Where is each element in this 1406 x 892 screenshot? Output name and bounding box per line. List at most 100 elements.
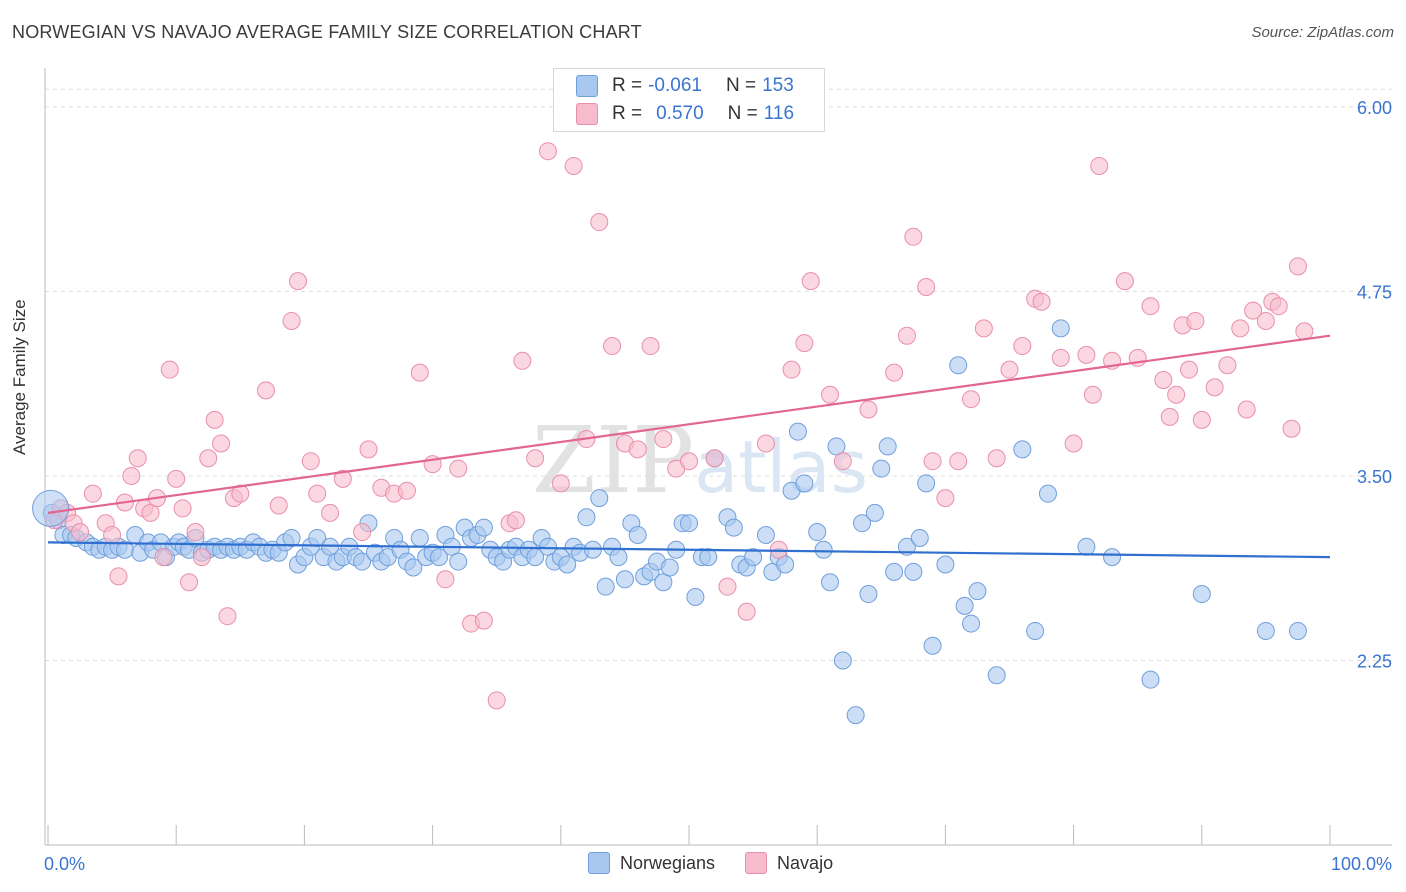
norwegian-point (987, 666, 1006, 685)
norwegian-point (1026, 621, 1045, 640)
navajo-point (1077, 345, 1096, 364)
norwegian-point (1051, 319, 1070, 338)
norwegian-point (577, 508, 596, 527)
navajo-point (231, 484, 250, 503)
navajo-point (1231, 319, 1250, 338)
norwegian-point (609, 548, 628, 567)
navajo-point (308, 484, 327, 503)
norwegian-point (885, 562, 904, 581)
norwegian-point (968, 582, 987, 601)
navajo-point (737, 602, 756, 621)
norwegian-point (917, 474, 936, 493)
norwegian-point (680, 514, 698, 533)
blue-swatch (588, 852, 610, 874)
navajo-point (1205, 378, 1224, 397)
norwegian-point (897, 537, 916, 556)
navajo-point (538, 142, 557, 161)
norwegian-point (1192, 585, 1211, 604)
navajo-point (1192, 410, 1211, 429)
norwegian-point (788, 422, 807, 441)
norwegian-point (808, 523, 827, 542)
navajo-point (128, 449, 147, 468)
navajo-point (436, 570, 455, 589)
norwegian-point (410, 528, 429, 547)
norwegian-point (1288, 621, 1307, 640)
norwegian-point (474, 518, 493, 537)
norwegian-point (686, 588, 705, 606)
norwegian-point (404, 558, 423, 577)
norwegian-point (590, 489, 609, 508)
navajo-point (122, 466, 141, 485)
navajo-point (212, 434, 231, 453)
norwegian-point (1103, 548, 1122, 567)
norwegian-point (282, 528, 301, 547)
norwegian-trend-line (47, 541, 1331, 559)
x-tick-label-max: 100.0% (1331, 854, 1392, 874)
navajo-point (1090, 156, 1109, 175)
norwegian-point (449, 552, 468, 571)
navajo-point (1167, 385, 1186, 404)
navajo-point (1186, 311, 1205, 330)
blue-swatch (576, 75, 598, 97)
navajo-point (353, 523, 372, 542)
legend-item-norwegians[interactable]: Norwegians (588, 852, 715, 874)
navajo-point (904, 227, 923, 246)
navajo-point (821, 385, 840, 404)
navajo-point (154, 548, 173, 567)
navajo-point (859, 400, 878, 419)
navajo-point (885, 363, 904, 382)
norwegian-point (615, 570, 634, 589)
navajo-point (1295, 322, 1314, 341)
norwegian-point (859, 585, 878, 604)
navajo-point (282, 311, 301, 330)
navajo-point (192, 548, 211, 567)
norwegian-point (1141, 670, 1160, 689)
legend-item-navajo[interactable]: Navajo (745, 852, 833, 874)
norwegian-point (558, 555, 577, 574)
norwegian-point (1013, 440, 1032, 459)
navajo-point (321, 503, 340, 522)
y-tick-label: 2.25 (1357, 651, 1392, 671)
navajo-point (718, 577, 737, 596)
norwegian-point (872, 459, 891, 478)
navajo-point (1032, 292, 1051, 311)
norwegian-cluster-point (32, 489, 70, 527)
norwegian-point (1038, 484, 1057, 503)
navajo-point (564, 156, 583, 175)
navajo-point (1218, 356, 1237, 375)
navajo-point (590, 213, 609, 232)
navajo-point (1154, 371, 1173, 389)
navajo-point (359, 440, 378, 459)
norwegian-point (660, 558, 679, 577)
norwegian-point (628, 526, 647, 544)
navajo-point (410, 363, 429, 382)
navajo-point (1244, 301, 1263, 320)
navajo-point (628, 440, 647, 459)
norwegian-point (833, 651, 852, 670)
norwegian-point (910, 528, 929, 547)
navajo-point (680, 452, 698, 471)
navajo-point (487, 691, 506, 710)
navajo-point (987, 449, 1006, 468)
n-label: N = (725, 75, 757, 96)
norwegian-point (846, 706, 865, 725)
n-value: 116 (763, 103, 795, 124)
navajo-point (1288, 257, 1307, 276)
norwegian-point (756, 526, 775, 544)
navajo-point (513, 351, 532, 370)
norwegian-point (904, 562, 923, 581)
navajo-point (1237, 400, 1256, 419)
y-tick-label: 6.00 (1357, 98, 1392, 118)
r-value: -0.061 (648, 75, 702, 96)
norwegian-point (1256, 621, 1275, 640)
x-tick-label-min: 0.0% (44, 854, 85, 874)
navajo-point (205, 410, 224, 429)
pink-swatch (745, 852, 768, 874)
correlation-legend: R = -0.061 N = 153 R = 0.570 N = 116 (553, 68, 825, 132)
navajo-point (173, 499, 192, 518)
norwegian-point (353, 552, 372, 571)
navajo-point (1013, 337, 1032, 356)
navajo-point (449, 459, 468, 478)
norwegian-point (724, 518, 743, 537)
